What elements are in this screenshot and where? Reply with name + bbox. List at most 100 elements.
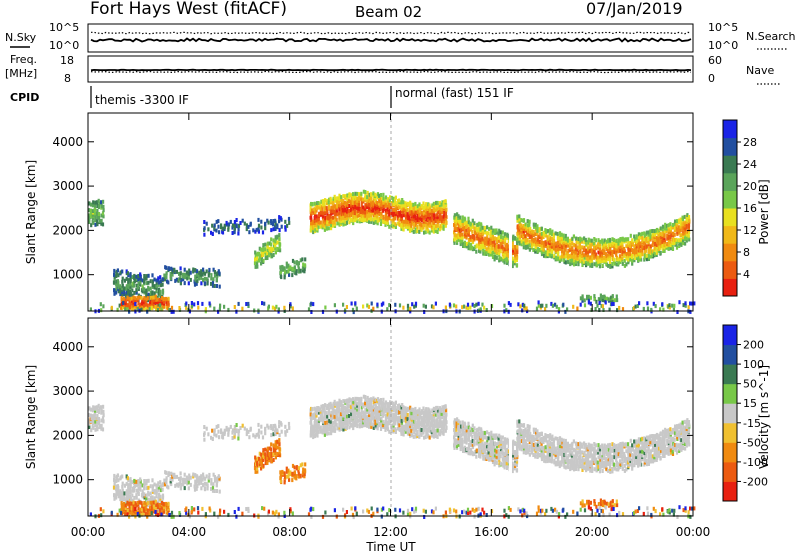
power-cell	[398, 210, 401, 215]
power-cell	[260, 250, 263, 255]
velocity-cell	[313, 406, 316, 411]
power-cell	[431, 221, 434, 226]
velocity-cell	[128, 504, 131, 509]
power-cell	[274, 243, 277, 248]
power-cell	[578, 252, 582, 257]
power-cell	[463, 244, 466, 249]
power-cell	[502, 255, 505, 259]
power-cell	[548, 247, 552, 252]
power-cell	[517, 302, 520, 307]
velocity-cell	[436, 405, 439, 410]
power-cell	[149, 286, 152, 291]
velocity-cell	[278, 433, 281, 438]
power-cell	[467, 216, 470, 221]
power-cell	[536, 237, 539, 242]
power-cell	[498, 228, 501, 233]
velocity-cell	[349, 423, 353, 427]
power-cell	[208, 267, 211, 272]
power-cell	[263, 301, 266, 306]
power-cell	[344, 214, 347, 218]
power-cell	[364, 190, 367, 194]
velocity-cell	[128, 510, 131, 515]
power-cell	[504, 244, 507, 248]
velocity-cell	[428, 413, 432, 418]
power-cell	[128, 299, 131, 304]
power-cell	[156, 308, 159, 312]
power-cell	[662, 246, 665, 251]
velocity-cell	[121, 497, 124, 502]
power-cell	[339, 214, 342, 219]
velocity-cell	[321, 404, 324, 409]
velocity-cell	[233, 425, 237, 429]
velocity-cell	[174, 483, 177, 488]
velocity-cell	[350, 401, 353, 406]
power-cell	[657, 237, 660, 242]
power-cell	[131, 275, 134, 280]
power-cell	[607, 242, 610, 247]
power-cell	[520, 225, 523, 230]
power-cell	[605, 258, 608, 263]
power-cell	[288, 220, 291, 225]
power-cell	[589, 258, 592, 263]
power-cell	[520, 218, 523, 223]
velocity-cell	[112, 485, 116, 490]
power-cell	[188, 271, 191, 276]
power-cell	[370, 301, 373, 306]
power-cell	[516, 244, 519, 249]
power-cell	[524, 222, 527, 227]
power-cell	[602, 308, 605, 312]
power-cell	[394, 302, 397, 307]
power-cell	[179, 273, 182, 278]
power-cell	[658, 241, 661, 246]
power-cell	[227, 225, 230, 230]
power-cell	[121, 283, 124, 288]
power-cell	[97, 198, 100, 203]
power-cell	[368, 208, 371, 212]
velocity-cell	[266, 446, 269, 451]
power-cell	[215, 219, 218, 224]
power-cell	[227, 307, 230, 312]
velocity-cell	[424, 425, 427, 430]
power-cell	[678, 300, 681, 305]
power-cell	[346, 197, 349, 201]
velocity-cell	[432, 433, 435, 437]
power-cell	[161, 277, 164, 282]
power-cell	[257, 229, 260, 234]
power-cell	[254, 257, 257, 261]
power-cell	[313, 219, 316, 224]
velocity-cell	[193, 487, 197, 492]
power-cell	[418, 206, 421, 211]
velocity-cell	[264, 459, 268, 464]
power-cell	[121, 269, 124, 274]
velocity-cell	[366, 395, 369, 400]
power-cell	[127, 278, 130, 283]
velocity-cell	[323, 406, 326, 411]
velocity-cell	[147, 485, 150, 490]
power-cell	[513, 261, 516, 266]
power-cell	[481, 228, 484, 233]
velocity-cell	[420, 428, 423, 432]
freq-right-tick-top: 60	[708, 54, 722, 67]
velocity-cell	[264, 431, 267, 436]
power-cell	[473, 234, 476, 239]
velocity-cell	[121, 474, 124, 479]
velocity-cell	[377, 398, 381, 403]
power-cell	[470, 242, 473, 247]
power-cell	[318, 211, 321, 216]
power-cell	[600, 253, 604, 258]
velocity-cell	[318, 416, 321, 421]
power-cell	[132, 298, 135, 303]
power-cell	[247, 224, 250, 229]
velocity-cell	[157, 496, 160, 501]
power-cell	[394, 222, 397, 227]
power-cell	[503, 240, 507, 245]
velocity-cell	[160, 505, 163, 510]
power-cell	[528, 232, 531, 237]
power-cell	[444, 214, 447, 218]
power-cell	[326, 215, 329, 220]
power-cell	[243, 221, 246, 226]
power-cell	[585, 255, 588, 260]
power-cell	[593, 237, 596, 241]
power-cell	[91, 212, 94, 217]
power-cell	[113, 268, 116, 273]
